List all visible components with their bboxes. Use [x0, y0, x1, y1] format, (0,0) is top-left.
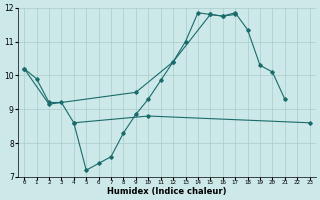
X-axis label: Humidex (Indice chaleur): Humidex (Indice chaleur): [107, 187, 227, 196]
